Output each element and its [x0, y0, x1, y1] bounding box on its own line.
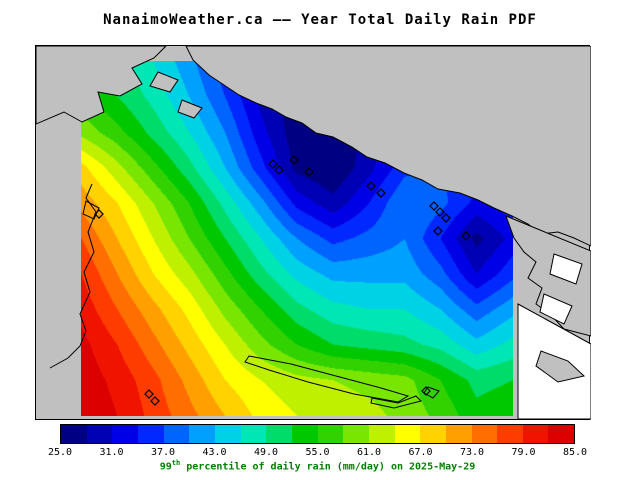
- colorbar-band: [471, 425, 498, 443]
- colorbar-band: [394, 425, 421, 443]
- island-southeast: [535, 350, 586, 383]
- colorbar-band: [343, 425, 369, 443]
- colorbar-band: [522, 425, 549, 443]
- colorbar-band: [445, 425, 472, 443]
- colorbar-band: [291, 425, 318, 443]
- colorbar-band: [317, 425, 344, 443]
- contour-field-canvas: [81, 61, 513, 416]
- colorbar-tick-label: 61.0: [356, 447, 382, 458]
- colorbar-band: [189, 425, 215, 443]
- page-title: NanaimoWeather.ca —— Year Total Daily Ra…: [103, 12, 537, 28]
- colorbar-tick-label: 55.0: [305, 447, 330, 458]
- colorbar-band: [420, 425, 446, 443]
- colorbar-tick-label: 25.0: [47, 447, 73, 458]
- colorbar-tick-label: 37.0: [150, 447, 176, 458]
- colorbar-band: [497, 425, 523, 443]
- colorbar-tick-label: 85.0: [562, 447, 588, 458]
- caption-superscript: th: [171, 459, 181, 467]
- caption-number: 99: [159, 461, 172, 473]
- colorbar-band: [137, 425, 164, 443]
- land-sunshine-coast: [505, 215, 591, 337]
- water-out-of-domain-2: [539, 293, 573, 325]
- colorbar-band: [214, 425, 241, 443]
- colorbar-band: [61, 425, 87, 443]
- colorbar-band: [240, 425, 267, 443]
- colorbar-band: [86, 425, 113, 443]
- water-out-of-domain-southeast: [517, 303, 591, 420]
- colorbar-band: [112, 425, 138, 443]
- colorbar-band: [368, 425, 395, 443]
- colorbar-band: [266, 425, 292, 443]
- colorbar-tick-label: 43.0: [202, 447, 227, 458]
- water-out-of-domain-1: [549, 253, 583, 285]
- colorbar-tick-label: 67.0: [408, 447, 433, 458]
- colorbar-tick-labels: 25.0 31.0 37.0 43.0 49.0 55.0 61.0 67.0 73.0 79.0…: [48, 447, 587, 459]
- colorbar-tick-label: 79.0: [511, 447, 536, 458]
- caption-text: percentile of daily rain (mm/day) on 202…: [180, 461, 476, 473]
- colorbar-tick-label: 73.0: [459, 447, 485, 458]
- colorbar-band: [548, 425, 575, 443]
- map-plot-area: [35, 45, 591, 420]
- colorbar-tick-label: 49.0: [253, 447, 279, 458]
- colorbar-tick-label: 31.0: [99, 447, 124, 458]
- colorbar-caption: 99th percentile of daily rain (mm/day) o…: [60, 459, 575, 472]
- colorbar: [60, 424, 575, 444]
- colorbar-band: [163, 425, 190, 443]
